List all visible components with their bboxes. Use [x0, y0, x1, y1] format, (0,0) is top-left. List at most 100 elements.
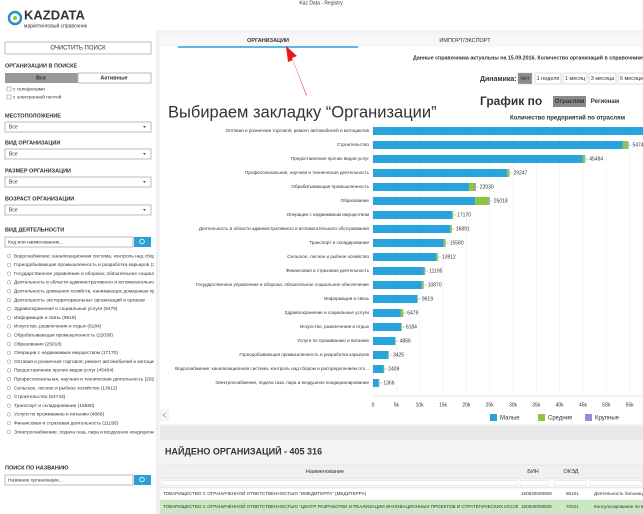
radio[interactable]	[6, 315, 12, 320]
dynamics-option-label[interactable]: 1 неделя	[537, 76, 560, 82]
activity-item[interactable]: Операции с недвижимым имуществом (17170)	[14, 350, 118, 356]
activity-item[interactable]: Информация и связь (9619)	[14, 315, 77, 321]
graph-by-option-label[interactable]: Регионам	[591, 99, 620, 105]
activity-item[interactable]: Транспорт и складирование (15580)	[14, 403, 95, 409]
radio[interactable]	[6, 368, 12, 373]
filter-value[interactable]: Все	[9, 124, 18, 130]
activity-item[interactable]: Обрабатывающая промышленность (22030)	[14, 332, 113, 338]
radio[interactable]	[6, 297, 12, 303]
radio[interactable]	[6, 253, 12, 259]
dynamics-option[interactable]	[588, 72, 617, 85]
radio[interactable]	[6, 350, 12, 355]
radio[interactable]	[6, 359, 12, 364]
legend-swatch[interactable]	[585, 414, 592, 421]
filter-value[interactable]: Все	[9, 207, 18, 213]
activity-item[interactable]: Оптовая и розничная торговля; ремонт авт…	[14, 358, 184, 365]
radio[interactable]	[6, 341, 12, 347]
bar-segment	[373, 127, 643, 135]
activity-item[interactable]: Здравоохранение и социальные услуги (647…	[14, 306, 118, 312]
toggle-all[interactable]	[5, 73, 78, 83]
activity-item[interactable]: Предоставление прочих видов услуг (45484…	[14, 368, 114, 374]
radio[interactable]	[6, 421, 12, 426]
dynamics-option-label[interactable]: 6 месяцев	[620, 76, 643, 82]
name-search[interactable]	[4, 474, 134, 486]
activity-search[interactable]	[4, 236, 134, 248]
tab[interactable]: ИМПОРТ/ЭКСПОРТ	[439, 38, 491, 44]
filter-label: МЕСТОПОЛОЖЕНИЕ	[5, 113, 61, 119]
column-filter[interactable]	[161, 480, 518, 486]
search-button[interactable]	[134, 475, 151, 485]
filter-label: ВОЗРАСТ ОРГАНИЗАЦИИ	[5, 196, 74, 202]
activity-item[interactable]: Искусство, развлечения и отдых (6184)	[14, 324, 102, 330]
filter-select[interactable]	[4, 121, 152, 133]
activity-item[interactable]: Образование (25018)	[14, 341, 62, 347]
activity-item[interactable]: Государственное управление и оборона; об…	[14, 271, 213, 277]
table-cell: ТОВАРИЩЕСТВО С ОГРАНИЧЕННОЙ ОТВЕТСТВЕННО…	[163, 502, 643, 509]
data-label: 54743	[632, 142, 643, 148]
checkbox[interactable]	[6, 94, 12, 100]
tab[interactable]: ОРГАНИЗАЦИИ	[247, 38, 289, 44]
bar-segment	[421, 281, 424, 289]
activity-item[interactable]: Услуги по проживанию и питанию (4866)	[14, 412, 104, 418]
clear-button[interactable]	[4, 41, 152, 55]
activity-item[interactable]: Финансовая и страховая деятельность (111…	[14, 420, 119, 426]
filter-select[interactable]	[4, 148, 152, 160]
radio[interactable]	[6, 394, 12, 399]
dynamics-option[interactable]	[562, 72, 588, 85]
activity-item[interactable]: Профессиональная, научная и техническая …	[14, 376, 162, 382]
table-row[interactable]	[159, 499, 643, 514]
dynamics-option-label[interactable]: Нет	[520, 76, 530, 82]
activity-item[interactable]: Деятельность в области административного…	[14, 280, 210, 286]
toggle-label[interactable]: Активные	[100, 75, 127, 81]
search-button[interactable]	[134, 237, 151, 247]
toggle-label[interactable]: Все	[36, 75, 46, 81]
dynamics-option[interactable]	[617, 72, 643, 85]
graph-by-option[interactable]	[553, 96, 586, 107]
dynamics-option[interactable]	[517, 72, 533, 85]
annotation: Выбираем закладку “Организации”	[168, 103, 437, 121]
radio[interactable]	[6, 403, 12, 408]
graph-by-option-label[interactable]: Отраслям	[555, 99, 585, 105]
dynamics-option-label[interactable]: 1 месяц	[565, 76, 586, 82]
radio[interactable]	[6, 429, 12, 435]
filter-select[interactable]	[4, 176, 152, 188]
radio[interactable]	[6, 271, 12, 276]
radio[interactable]	[6, 385, 12, 391]
activity-item[interactable]: Электроснабжение, подача газа, пара и во…	[14, 429, 190, 435]
column-filter[interactable]	[553, 480, 587, 486]
filter-value[interactable]: Все	[9, 179, 18, 185]
legend-label[interactable]: Средние	[548, 416, 573, 422]
activity-item[interactable]: Деятельность экстерриториальных организа…	[14, 296, 145, 303]
column-filter[interactable]	[519, 480, 549, 486]
scroll-left[interactable]	[160, 409, 169, 421]
radio[interactable]	[6, 289, 12, 294]
legend-label[interactable]: Малые	[500, 416, 520, 422]
legend-swatch[interactable]	[490, 414, 497, 421]
dynamics-option-label[interactable]: 3 месяца	[591, 76, 615, 82]
legend-swatch[interactable]	[538, 414, 545, 421]
activity-item[interactable]: Горнодобывающая промышленность и разрабо…	[14, 262, 165, 268]
filter-label: РАЗМЕР ОРГАНИЗАЦИИ	[5, 168, 71, 174]
graph-by-option[interactable]	[588, 96, 622, 107]
data-label: 2409	[388, 366, 399, 372]
checkbox[interactable]	[6, 86, 12, 92]
clear-button-label[interactable]: ОЧИСТИТЬ ПОИСК	[50, 46, 106, 52]
radio[interactable]	[6, 412, 12, 417]
filter-select[interactable]	[4, 204, 152, 216]
column-filter[interactable]	[589, 480, 643, 486]
toggle-active[interactable]	[77, 72, 152, 84]
activity-item[interactable]: Строительство (54743)	[14, 394, 66, 400]
activity-item[interactable]: Сельское, лесное и рыбное хозяйство (139…	[14, 384, 118, 391]
radio[interactable]	[6, 324, 12, 329]
legend-label[interactable]: Крупные	[595, 416, 620, 422]
radio[interactable]	[6, 333, 12, 338]
activity-item[interactable]: Водоснабжение; канализационная система, …	[14, 253, 239, 259]
filter-value[interactable]: Все	[9, 151, 18, 157]
radio[interactable]	[6, 306, 12, 311]
activity-item[interactable]: Деятельность домашних хозяйств, нанимающ…	[14, 287, 170, 294]
data-label: 45484	[589, 156, 603, 162]
radio[interactable]	[6, 280, 12, 285]
radio[interactable]	[6, 262, 12, 267]
dynamics-option[interactable]	[534, 72, 562, 85]
radio[interactable]	[6, 377, 12, 382]
